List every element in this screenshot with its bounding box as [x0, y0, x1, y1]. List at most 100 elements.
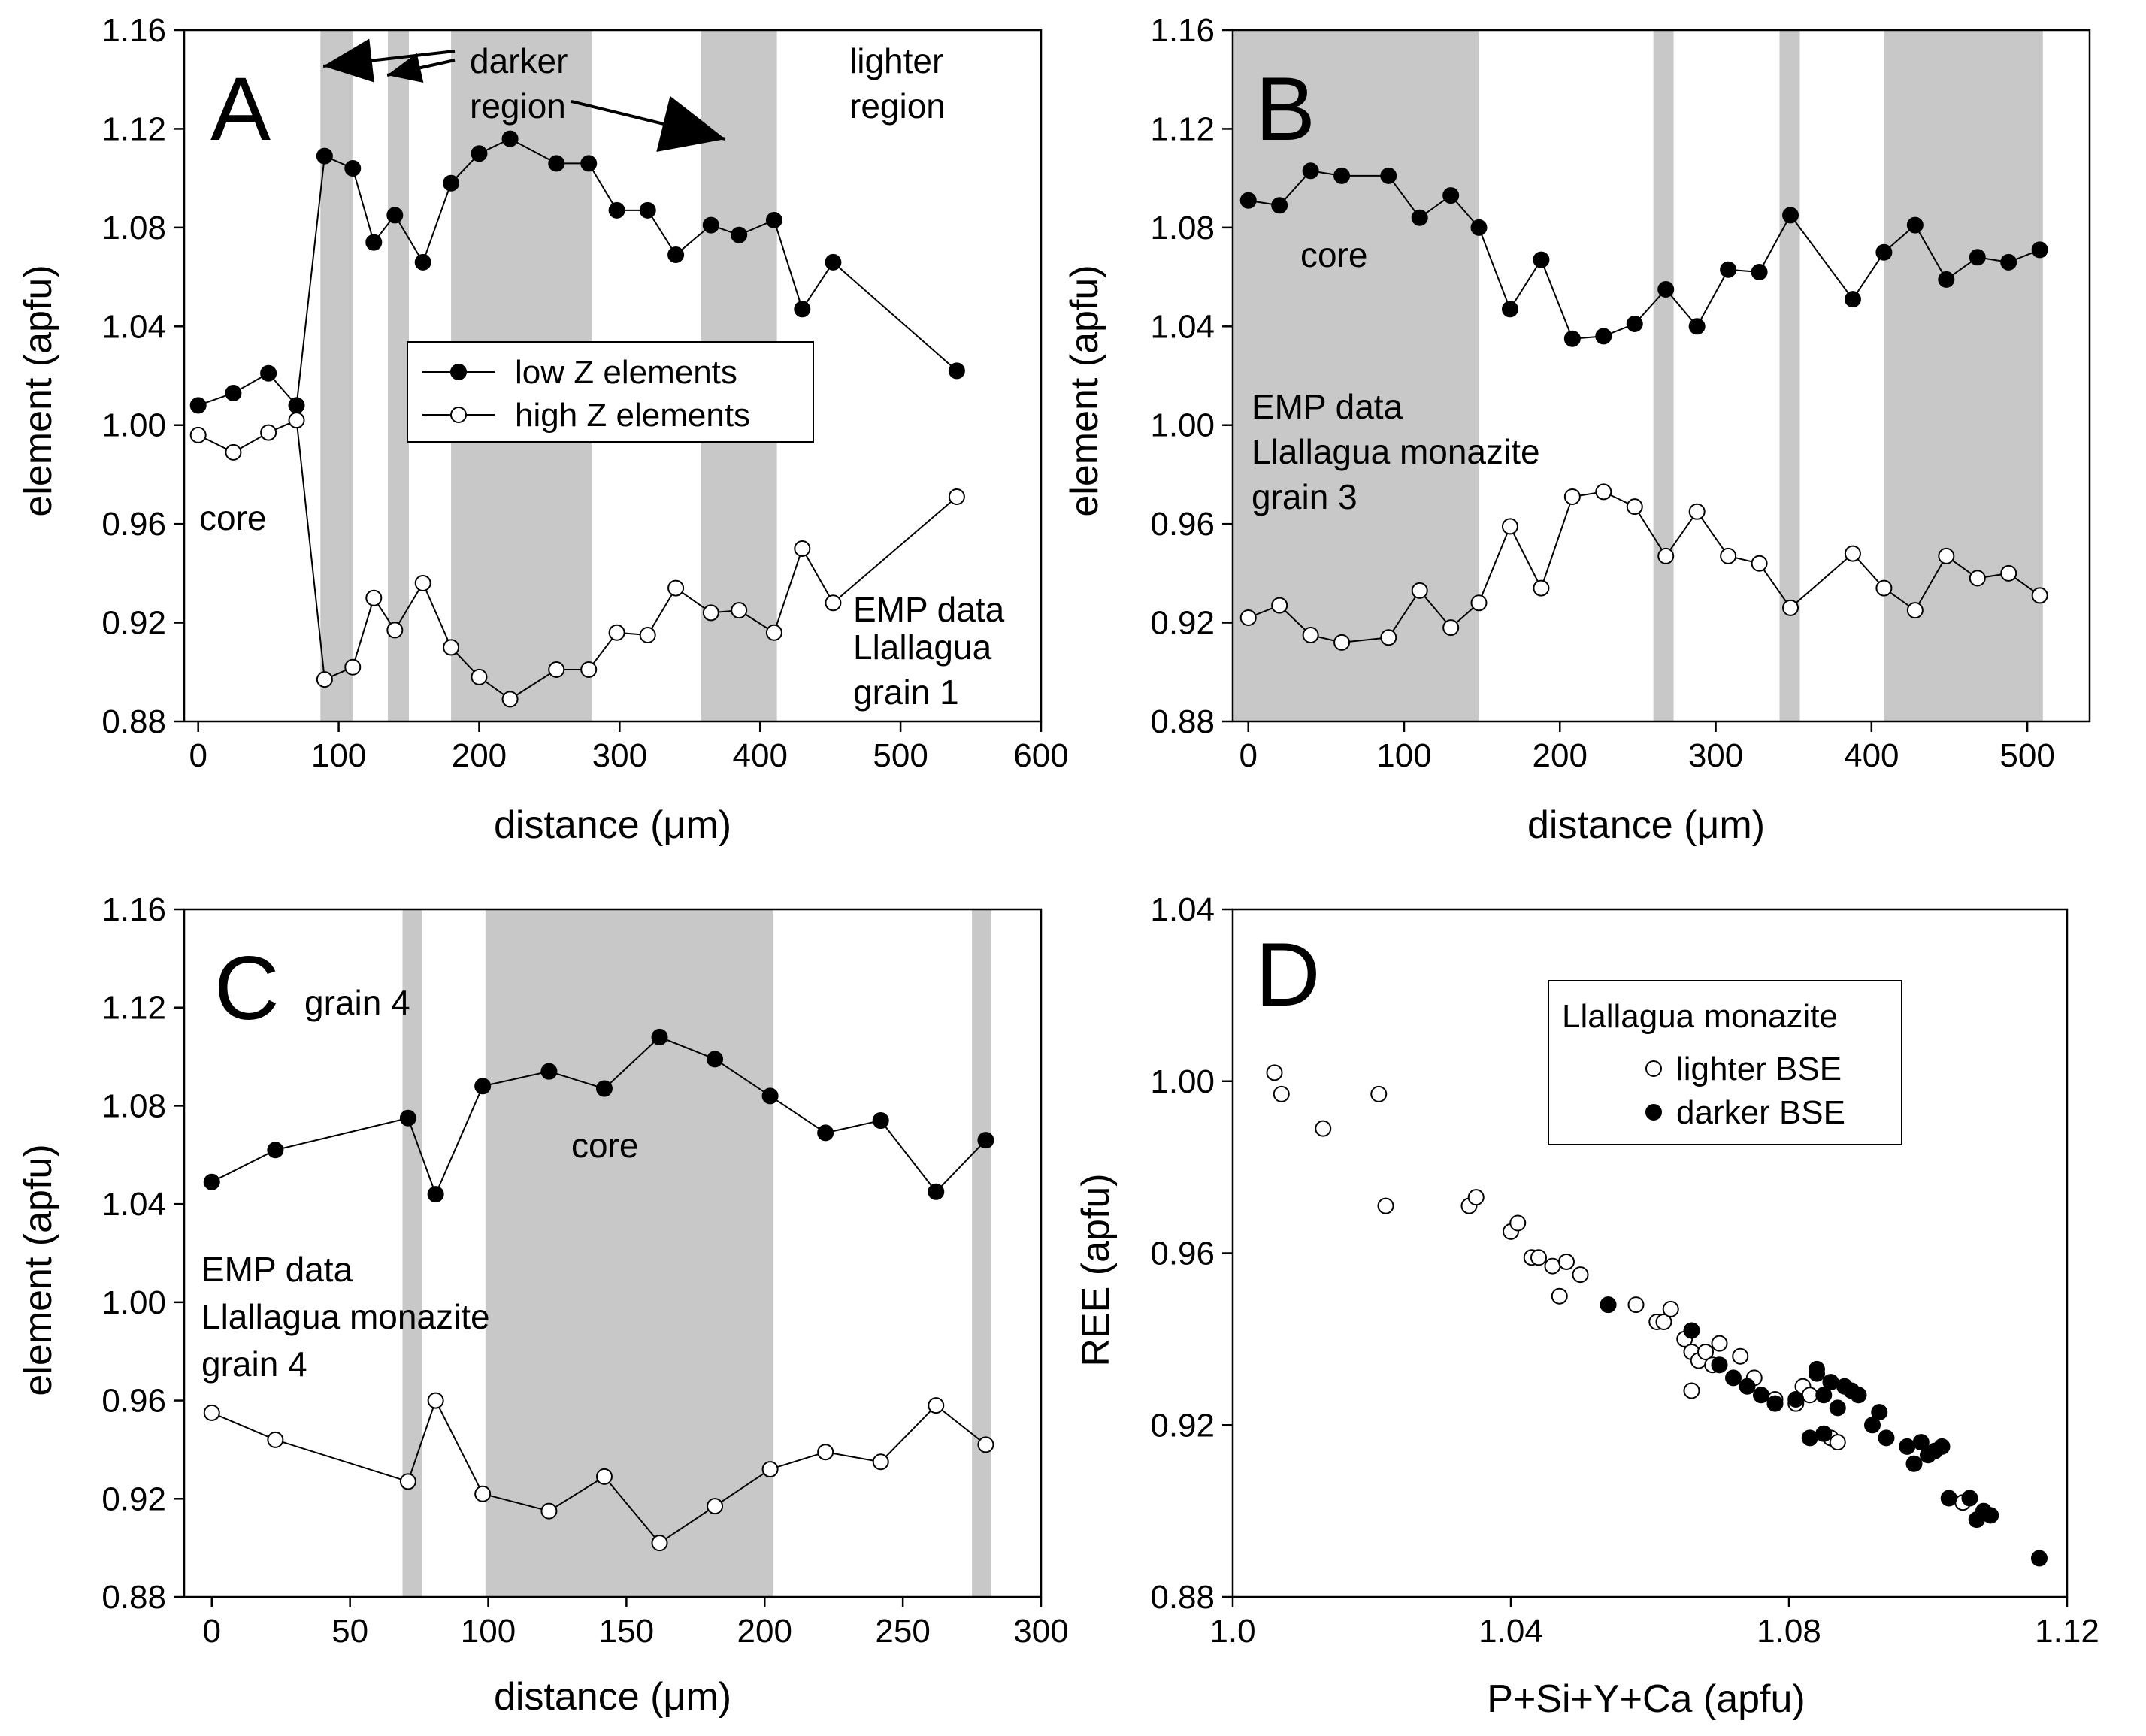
data-point-lighter-bse — [1377, 1197, 1394, 1214]
data-point-high-z-elements — [260, 424, 277, 441]
y-tick-label: 1.12 — [1150, 110, 1215, 147]
data-point-lighter-bse — [1697, 1344, 1714, 1361]
data-point-darker-bse — [1871, 1404, 1888, 1421]
data-point-low-z-elements — [399, 1109, 416, 1127]
data-point-low-z-elements — [414, 253, 431, 271]
legend-marker-low-z — [450, 364, 467, 380]
data-point-low-z-elements — [548, 155, 565, 172]
panel-a-xlabel: distance (μm) — [494, 803, 731, 847]
data-point-low-z-elements — [977, 1132, 994, 1149]
panel-a-legend: low Z elements high Z elements — [407, 341, 814, 443]
data-point-high-z-elements — [1533, 579, 1550, 597]
data-point-darker-bse — [1815, 1387, 1833, 1404]
data-point-low-z-elements — [1302, 162, 1319, 180]
x-tick-label: 100 — [461, 1613, 516, 1650]
data-point-high-z-elements — [316, 671, 333, 688]
x-tick-label: 200 — [452, 737, 507, 774]
legend-label-low-z: low Z elements — [515, 354, 737, 391]
x-tick-label: 100 — [311, 737, 366, 774]
panel-c-label: C — [214, 938, 280, 1039]
data-point-low-z-elements — [1906, 216, 1924, 234]
data-point-low-z-elements — [540, 1063, 558, 1080]
panel-d-xlabel: P+Si+Y+Ca (apfu) — [1487, 1677, 1805, 1721]
data-point-low-z-elements — [1533, 251, 1550, 268]
panel-a-ylabel: element (apfu) — [17, 265, 60, 516]
annotation-emp-line2: Llallagua monazite — [1252, 432, 1540, 471]
panel-c-ylabel: element (apfu) — [17, 1144, 60, 1396]
shaded-region — [1653, 30, 1674, 721]
y-tick-label: 1.12 — [101, 110, 166, 147]
legend-marker-lighter-bse — [1645, 1060, 1662, 1077]
data-point-low-z-elements — [707, 1051, 724, 1068]
data-point-low-z-elements — [427, 1186, 444, 1203]
annotation-grain-label: grain 4 — [304, 983, 410, 1022]
data-point-low-z-elements — [702, 216, 719, 234]
data-point-low-z-elements — [501, 130, 519, 147]
data-point-high-z-elements — [580, 661, 598, 678]
panel-b: 0 100 200 300 400 500 0.88 0.92 0.96 1.00 1.04 1.08… — [1063, 12, 2091, 847]
data-point-high-z-elements — [225, 443, 242, 461]
data-point-high-z-elements — [540, 1502, 558, 1520]
data-point-high-z-elements — [1720, 547, 1737, 564]
panel-b-ylabel: element (apfu) — [1063, 265, 1106, 516]
data-point-low-z-elements — [386, 207, 404, 224]
data-point-lighter-bse — [1572, 1266, 1589, 1284]
data-point-low-z-elements — [267, 1142, 284, 1159]
x-tick-label: 200 — [1533, 737, 1588, 774]
y-tick-label: 0.88 — [101, 703, 166, 740]
data-point-high-z-elements — [1875, 579, 1893, 597]
data-point-darker-bse — [1933, 1438, 1951, 1455]
data-point-high-z-elements — [731, 602, 748, 619]
data-point-high-z-elements — [1626, 498, 1643, 516]
y-tick-label: 0.88 — [1150, 703, 1215, 740]
annotation-lighter-region-line1: lighter — [849, 41, 943, 80]
data-point-low-z-elements — [872, 1112, 889, 1130]
data-point-low-z-elements — [1875, 243, 1893, 261]
data-point-lighter-bse — [1662, 1300, 1679, 1317]
data-point-high-z-elements — [1688, 503, 1706, 520]
panel-a-frame — [183, 29, 1043, 723]
x-tick-label: 0 — [203, 1613, 221, 1650]
data-point-high-z-elements — [1501, 518, 1518, 535]
data-point-low-z-elements — [794, 301, 811, 318]
x-tick-label: 100 — [1376, 737, 1431, 774]
x-tick-label: 1.12 — [2035, 1613, 2099, 1650]
data-point-lighter-bse — [1530, 1249, 1547, 1266]
data-point-low-z-elements — [260, 364, 277, 382]
data-point-darker-bse — [1683, 1322, 1700, 1339]
y-tick-label: 0.92 — [101, 1480, 166, 1517]
data-point-low-z-elements — [651, 1028, 668, 1045]
panel-c: 0 50 100 150 200 250 300 0.88 0.92 0.96 1.00 1.04 1.… — [17, 891, 1069, 1719]
annotation-emp-line3: grain 1 — [853, 673, 959, 712]
data-point-high-z-elements — [1442, 619, 1460, 637]
data-point-high-z-elements — [1782, 599, 1799, 616]
data-point-low-z-elements — [1751, 264, 1768, 280]
shaded-region — [485, 909, 773, 1597]
data-point-high-z-elements — [948, 488, 965, 505]
data-point-high-z-elements — [1751, 555, 1768, 572]
annotation-darker-region-line2: region — [470, 86, 566, 126]
data-point-lighter-bse — [1551, 1287, 1568, 1305]
data-point-high-z-elements — [288, 412, 305, 429]
data-point-darker-bse — [1912, 1434, 1930, 1451]
data-point-high-z-elements — [501, 691, 519, 708]
data-point-low-z-elements — [344, 160, 362, 177]
panel-b-frame — [1231, 29, 2091, 723]
data-point-high-z-elements — [386, 622, 404, 639]
annotation-emp-line2: Llallagua — [853, 628, 992, 667]
data-point-low-z-elements — [225, 385, 242, 401]
data-point-high-z-elements — [427, 1392, 444, 1409]
panel-d-ylabel: REE (apfu) — [1074, 1173, 1118, 1366]
data-point-high-z-elements — [702, 604, 719, 622]
data-point-high-z-elements — [2000, 564, 2017, 582]
data-point-low-z-elements — [474, 1078, 492, 1095]
data-point-lighter-bse — [1266, 1064, 1283, 1081]
x-tick-label: 200 — [737, 1613, 792, 1650]
data-point-low-z-elements — [595, 1080, 613, 1097]
data-point-high-z-elements — [1239, 609, 1257, 626]
y-tick-label: 1.16 — [101, 891, 166, 928]
data-point-high-z-elements — [639, 627, 656, 643]
data-point-high-z-elements — [1657, 547, 1675, 564]
data-point-high-z-elements — [344, 658, 362, 676]
data-point-high-z-elements — [189, 426, 207, 443]
